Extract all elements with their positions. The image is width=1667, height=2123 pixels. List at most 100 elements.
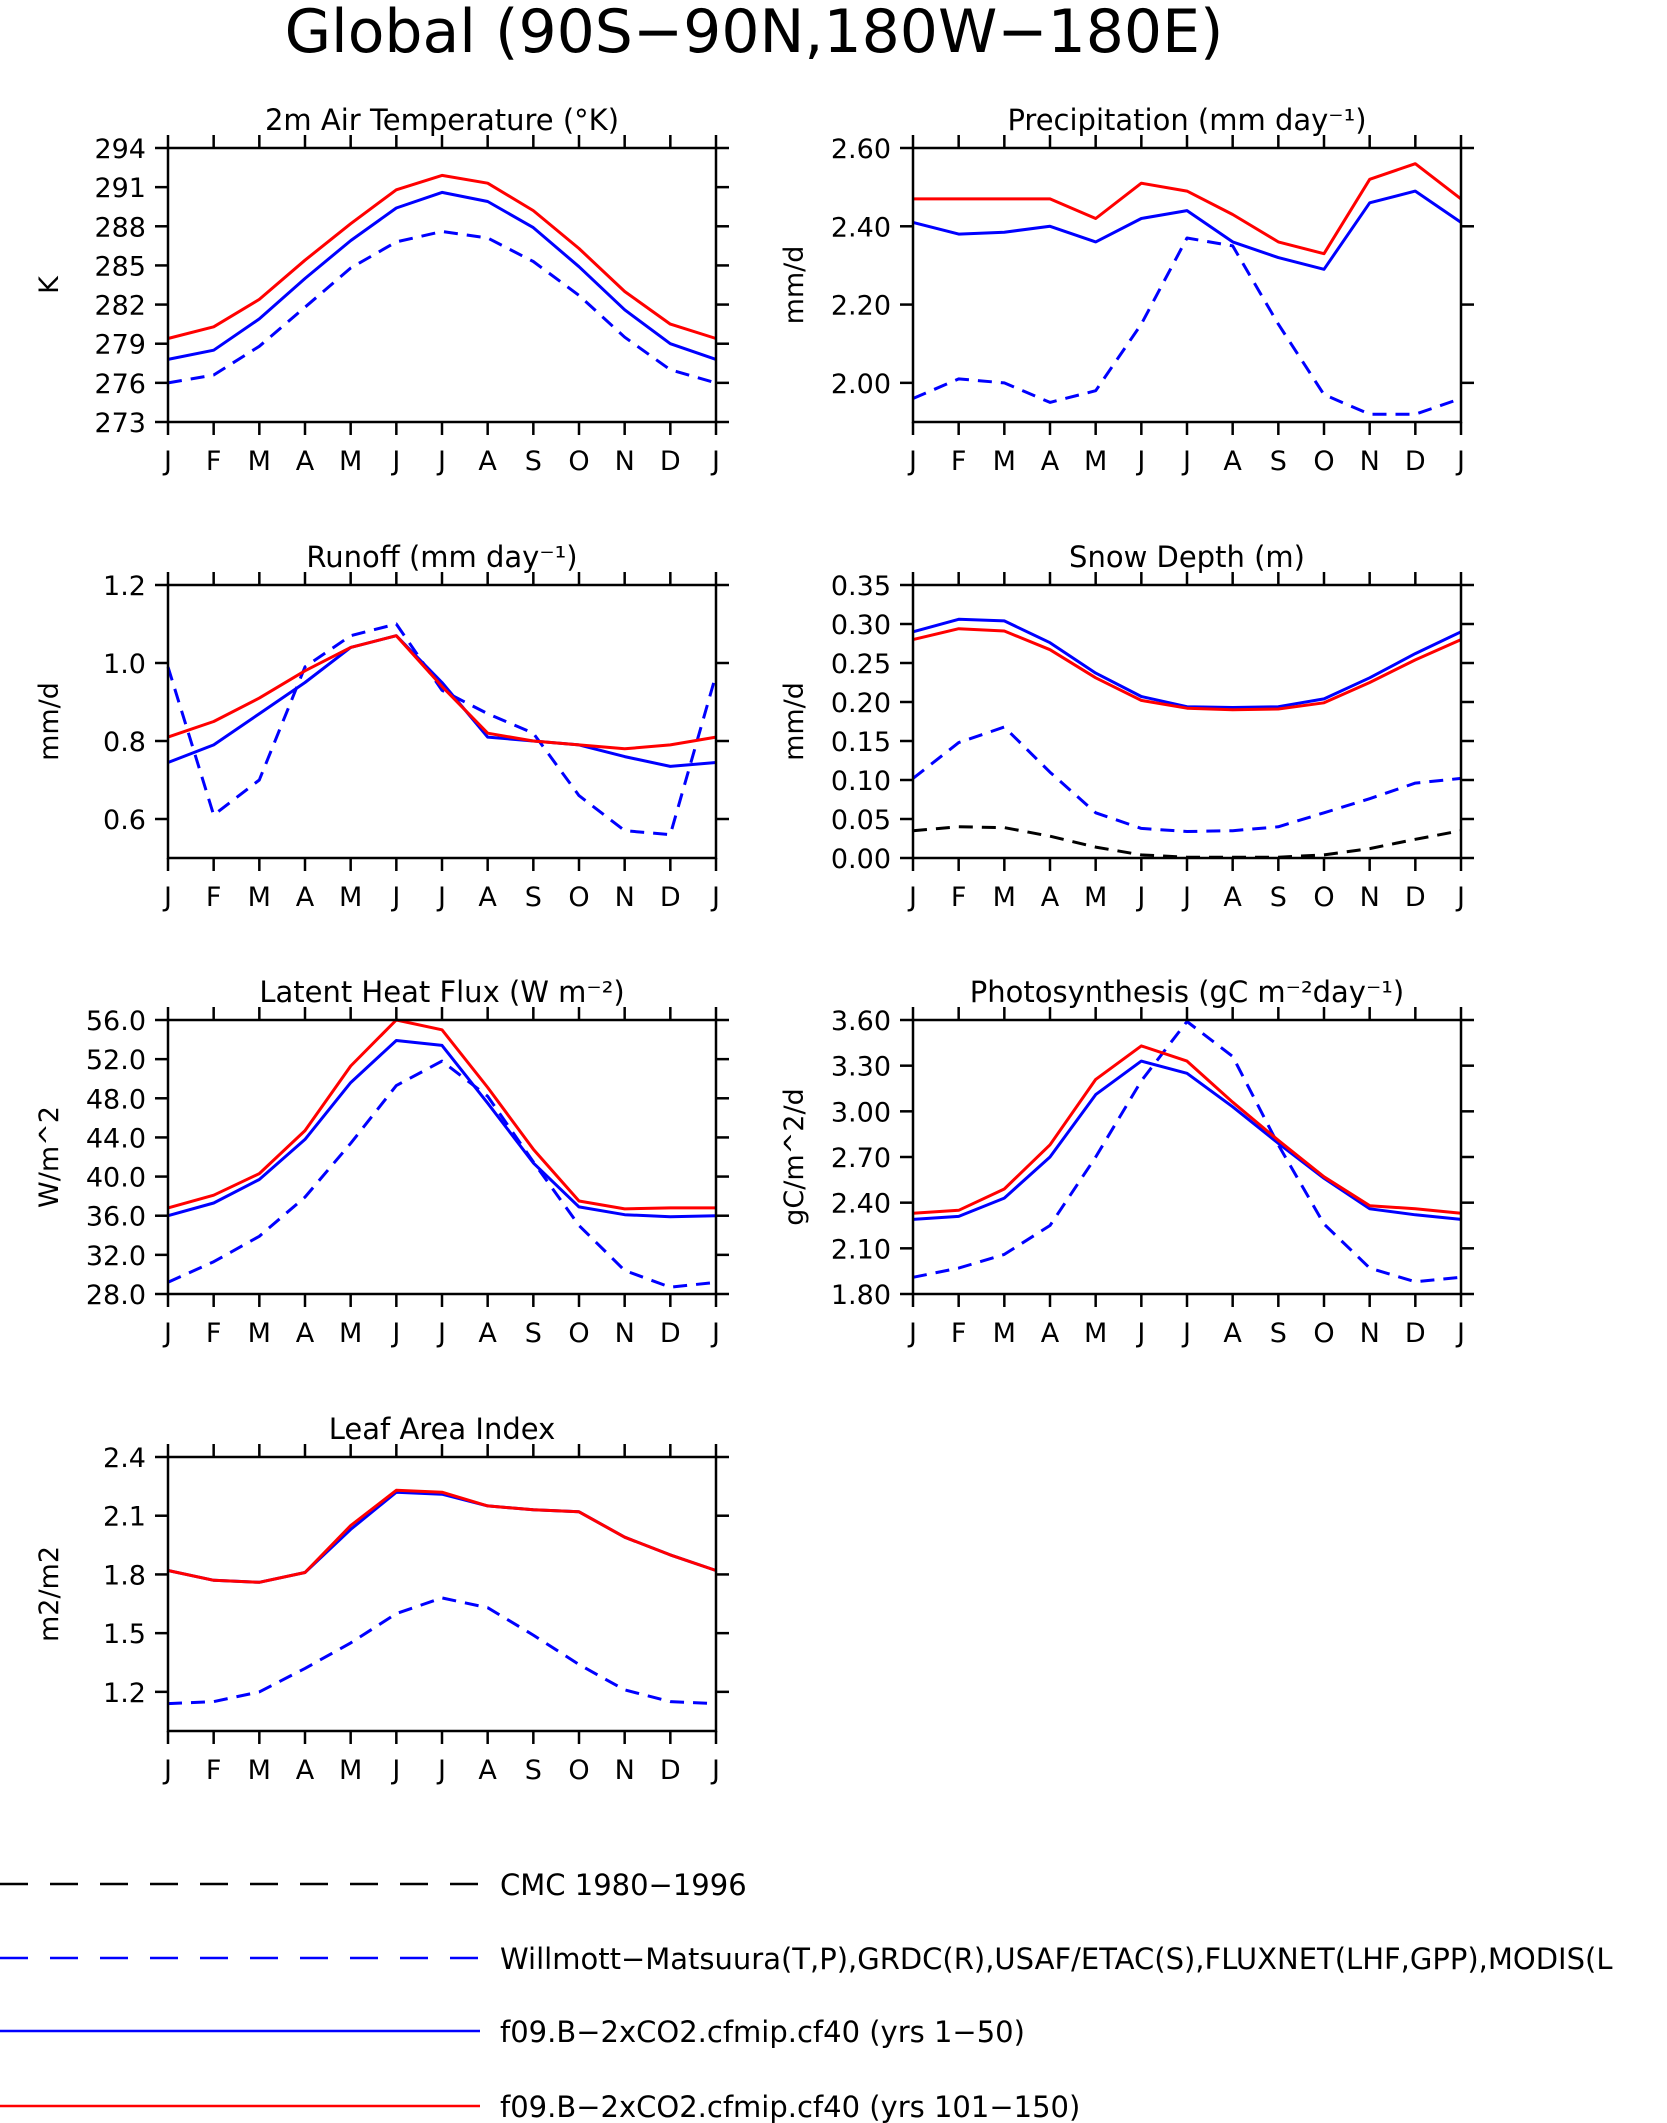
x-tick-label: J	[710, 1318, 720, 1349]
x-tick-label: M	[1084, 446, 1107, 477]
x-tick-label: A	[478, 1318, 497, 1349]
x-tick-label: S	[525, 1318, 542, 1349]
series-line-model2	[912, 1044, 1462, 1215]
y-tick-label: 2.40	[831, 212, 891, 243]
y-axis-label: K	[34, 275, 65, 294]
series-line-model2	[912, 627, 1462, 712]
x-tick-label: M	[248, 1755, 271, 1786]
x-tick-label: J	[907, 882, 917, 913]
x-tick-label: J	[907, 1318, 917, 1349]
x-tick-label: N	[1360, 1318, 1380, 1349]
y-tick-label: 291	[94, 173, 146, 204]
panel-snow-depth-m: Snow Depth (m)J F M A M J J A S O N D J0.000.050.100…	[779, 540, 1474, 913]
y-tick-label: 288	[94, 212, 146, 243]
y-tick-label: 32.0	[86, 1241, 146, 1272]
series-lines	[167, 1488, 717, 1706]
legend-label: Willmott−Matsuura(T,P),GRDC(R),USAF/ETAC…	[500, 1942, 1613, 1976]
y-tick-label: 2.00	[831, 369, 891, 400]
series-line-model2	[167, 1018, 716, 1211]
legend-label: f09.B−2xCO2.cfmip.cf40 (yrs 101−150)	[500, 2090, 1080, 2123]
y-tick-label: 3.00	[831, 1097, 891, 1128]
y-axis-label: mm/d	[34, 682, 65, 761]
y-tick-label: 28.0	[86, 1280, 146, 1311]
x-tick-label: M	[248, 882, 271, 913]
series-line-model2	[167, 634, 717, 751]
x-tick-label: J	[162, 446, 172, 477]
x-tick-label: M	[339, 446, 362, 477]
x-tick-label: M	[248, 1318, 271, 1349]
y-tick-label: 2.40	[831, 1189, 891, 1220]
x-tick-label: M	[993, 446, 1016, 477]
x-tick-label: J	[1181, 446, 1191, 477]
y-tick-label: 1.2	[103, 571, 146, 602]
x-tick-label: J	[390, 882, 400, 913]
y-tick-label: 2.1	[103, 1502, 146, 1533]
x-tick-label: N	[615, 1755, 635, 1786]
y-tick-label: 56.0	[86, 1006, 146, 1037]
plot-frame	[166, 146, 718, 424]
y-tick-label: 2.60	[831, 134, 891, 165]
x-tick-label: O	[568, 882, 589, 913]
panel-photosynthesis-gc-m-day: Photosynthesis (gC m⁻²day⁻¹)J F M A M J J A S O N D…	[779, 975, 1474, 1349]
x-tick-label: M	[1084, 1318, 1107, 1349]
x-tick-label: A	[1223, 446, 1242, 477]
y-axis-label: m2/m2	[34, 1546, 65, 1642]
x-tick-label: F	[206, 446, 222, 477]
series-line-obs	[166, 622, 718, 837]
y-tick-label: 3.60	[831, 1006, 891, 1037]
x-tick-label: J	[1135, 1318, 1145, 1349]
x-tick-label: O	[1313, 1318, 1334, 1349]
x-tick-label: S	[525, 1755, 542, 1786]
x-tick-label: O	[568, 1755, 589, 1786]
x-tick-label: O	[1313, 882, 1334, 913]
y-tick-label: 0.20	[831, 688, 891, 719]
panel-precipitation-mm-day: Precipitation (mm day⁻¹)J F M A M J J A S O N D J2.0…	[779, 103, 1474, 477]
series-line-obs	[167, 1596, 717, 1706]
series-line-model2	[167, 173, 717, 340]
y-tick-label: 1.80	[831, 1280, 891, 1311]
x-tick-label: D	[660, 882, 681, 913]
x-tick-label: J	[162, 1318, 172, 1349]
series-line-model1	[167, 190, 717, 361]
x-tick-label: J	[1455, 882, 1465, 913]
y-axis: 2.00 2.20 2.40 2.60	[831, 134, 1474, 400]
x-tick-label: J	[1181, 882, 1191, 913]
x-tick-label: A	[1223, 882, 1242, 913]
y-tick-label: 3.30	[831, 1052, 891, 1083]
page-title: Global (90S−90N,180W−180E)	[285, 0, 1224, 67]
x-tick-label: J	[710, 882, 720, 913]
y-tick-label: 1.0	[103, 649, 146, 680]
x-tick-label: J	[436, 1755, 446, 1786]
y-tick-label: 273	[94, 408, 146, 439]
y-tick-label: 0.00	[831, 844, 891, 875]
y-axis-label: mm/d	[779, 682, 810, 761]
panel-title: Snow Depth (m)	[1069, 540, 1305, 574]
x-tick-label: O	[568, 446, 589, 477]
series-line-model1	[167, 1490, 717, 1584]
x-tick-label: F	[206, 882, 222, 913]
panel-2m-air-temperature-k: 2m Air Temperature (°K)J F M A M J J A S O N D J2732…	[34, 103, 729, 477]
panel-latent-heat-flux-w-m: Latent Heat Flux (W m⁻²)J F M A M J J A S O N D J28.…	[34, 975, 729, 1349]
x-tick-label: N	[1360, 882, 1380, 913]
series-line-model1	[167, 634, 717, 768]
legend-item-model2: f09.B−2xCO2.cfmip.cf40 (yrs 101−150)	[0, 2090, 1080, 2123]
legend-label: f09.B−2xCO2.cfmip.cf40 (yrs 1−50)	[500, 2015, 1025, 2049]
x-tick-label: O	[568, 1318, 589, 1349]
plot-frame	[166, 1455, 718, 1733]
series-lines	[912, 162, 1462, 416]
x-tick-label: F	[206, 1755, 222, 1786]
panel-title: 2m Air Temperature (°K)	[265, 103, 619, 137]
panel-title: Runoff (mm day⁻¹)	[306, 540, 577, 574]
y-tick-label: 2.20	[831, 291, 891, 322]
x-tick-label: A	[1041, 1318, 1060, 1349]
x-tick-label: A	[296, 446, 315, 477]
y-tick-label: 282	[94, 291, 146, 322]
y-tick-label: 40.0	[86, 1163, 146, 1194]
x-tick-label: A	[1223, 1318, 1242, 1349]
y-tick-label: 1.8	[103, 1560, 146, 1591]
series-lines	[912, 1020, 1462, 1284]
